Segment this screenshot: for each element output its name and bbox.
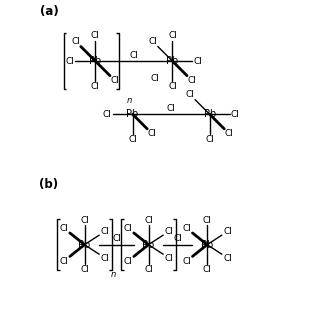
Text: Cl: Cl <box>80 216 89 225</box>
Text: Pb: Pb <box>204 109 216 119</box>
Text: Cl: Cl <box>100 254 109 263</box>
Text: Cl: Cl <box>60 257 68 266</box>
Text: Cl: Cl <box>203 265 212 274</box>
Text: Cl: Cl <box>129 51 138 60</box>
Text: Cl: Cl <box>203 216 212 225</box>
Text: Cl: Cl <box>165 227 173 236</box>
Text: Cl: Cl <box>60 224 68 233</box>
Text: Cl: Cl <box>151 74 160 83</box>
Text: Pb: Pb <box>166 56 178 66</box>
Text: Cl: Cl <box>182 224 191 233</box>
Text: Pb: Pb <box>143 240 155 250</box>
Text: n: n <box>110 269 116 279</box>
Text: Pb: Pb <box>78 240 91 250</box>
Text: Cl: Cl <box>223 227 232 236</box>
Text: Cl: Cl <box>112 234 121 243</box>
Text: Cl: Cl <box>124 257 132 266</box>
Text: Cl: Cl <box>187 76 196 85</box>
Text: Pb: Pb <box>201 240 213 250</box>
Text: Cl: Cl <box>205 135 214 144</box>
Text: Cl: Cl <box>102 110 111 119</box>
Text: Cl: Cl <box>165 254 173 263</box>
Text: Cl: Cl <box>148 129 156 138</box>
Text: n: n <box>127 96 132 106</box>
Text: Cl: Cl <box>144 216 153 225</box>
Text: Cl: Cl <box>167 104 176 113</box>
Text: (a): (a) <box>39 5 58 18</box>
Text: Pb: Pb <box>89 56 101 66</box>
Text: Cl: Cl <box>91 31 100 41</box>
Text: Cl: Cl <box>71 37 80 46</box>
Text: Cl: Cl <box>65 57 74 66</box>
Text: Cl: Cl <box>124 224 132 233</box>
Text: Cl: Cl <box>194 57 203 66</box>
Text: Cl: Cl <box>185 90 194 99</box>
Text: Cl: Cl <box>128 135 137 144</box>
Text: Cl: Cl <box>91 82 100 91</box>
Text: Cl: Cl <box>110 76 119 85</box>
Text: Cl: Cl <box>168 82 177 91</box>
Text: Pb: Pb <box>126 109 139 119</box>
Text: Cl: Cl <box>225 129 233 138</box>
Text: Cl: Cl <box>144 265 153 274</box>
Text: Cl: Cl <box>182 257 191 266</box>
Text: (b): (b) <box>39 178 58 191</box>
Text: Cl: Cl <box>168 31 177 41</box>
Text: Cl: Cl <box>223 254 232 263</box>
Text: Cl: Cl <box>148 37 157 46</box>
Text: Cl: Cl <box>231 110 240 119</box>
Text: Cl: Cl <box>80 265 89 274</box>
Text: Cl: Cl <box>100 227 109 236</box>
Text: Cl: Cl <box>173 234 182 243</box>
